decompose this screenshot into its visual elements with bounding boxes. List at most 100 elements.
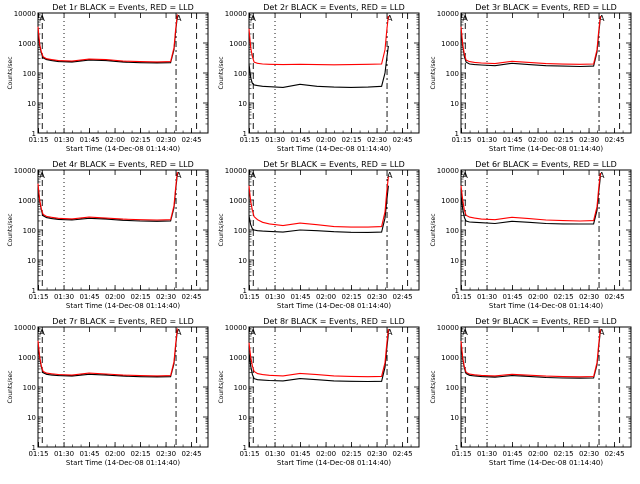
y-tick-label: 1000 (18, 197, 36, 205)
y-tick-label: 10000 (14, 167, 36, 175)
x-tick-label: 02:00 (316, 293, 336, 301)
y-tick-label: 10 (450, 414, 459, 422)
marker-label: A (462, 14, 468, 23)
series-line-events (37, 173, 178, 222)
x-tick-label: 02:30 (579, 450, 599, 458)
x-tick-label: 02:00 (528, 450, 548, 458)
chart-title: Det 8r BLACK = Events, RED = LLD (263, 317, 405, 326)
y-tick-label: 1000 (229, 197, 247, 205)
y-tick-label: 1 (455, 444, 459, 452)
y-axis-label: Counts/sec (430, 56, 437, 89)
x-tick-label: 01:30 (265, 450, 285, 458)
chart-panel-1: Det 1r BLACK = Events, RED = LLD 1 10 100 10… (7, 3, 209, 153)
x-tick-label: 02:00 (105, 136, 125, 144)
y-tick-label: 1000 (441, 40, 459, 48)
marker-label: A (39, 14, 45, 23)
marker-label: A (599, 328, 605, 337)
marker-label: A (387, 328, 393, 337)
x-tick-label: 01:15 (239, 293, 259, 301)
x-tick-label: 01:45 (290, 450, 310, 458)
y-tick-label: 10 (238, 257, 247, 265)
x-tick-label: 02:45 (604, 450, 624, 458)
y-axis-label: Counts/sec (218, 213, 225, 246)
x-tick-label: 01:45 (290, 136, 310, 144)
y-axis-label: Counts/sec (218, 370, 225, 403)
x-tick-label: 02:30 (579, 136, 599, 144)
x-tick-label: 02:00 (528, 136, 548, 144)
chart-title: Det 5r BLACK = Events, RED = LLD (263, 160, 405, 169)
x-tick-label: 02:15 (341, 136, 361, 144)
y-tick-label: 10000 (14, 10, 36, 18)
x-tick-label: 02:00 (105, 450, 125, 458)
x-tick-label: 01:15 (28, 293, 48, 301)
chart-panel-3: Det 3r BLACK = Events, RED = LLD 1 10 100 10… (430, 3, 632, 153)
x-axis-label: Start Time (14-Dec-08 01:14:40) (489, 302, 603, 310)
y-tick-label: 1 (32, 444, 36, 452)
marker-label: A (599, 171, 605, 180)
x-tick-label: 01:30 (477, 293, 497, 301)
series-line-lld (248, 15, 389, 66)
x-tick-label: 01:45 (290, 293, 310, 301)
x-tick-label: 02:15 (130, 450, 150, 458)
chart-panel-4: Det 4r BLACK = Events, RED = LLD 1 10 100 10… (7, 160, 209, 310)
series-line-events (460, 176, 601, 225)
y-tick-label: 100 (23, 227, 36, 235)
x-tick-label: 01:15 (28, 450, 48, 458)
x-tick-label: 01:45 (79, 293, 99, 301)
y-tick-label: 1 (243, 130, 247, 138)
x-axis-label: Start Time (14-Dec-08 01:14:40) (277, 459, 391, 467)
series-line-events (37, 15, 178, 64)
y-tick-label: 10 (27, 100, 36, 108)
y-tick-label: 10000 (225, 10, 247, 18)
x-tick-label: 01:30 (54, 136, 74, 144)
marker-label: A (39, 328, 45, 337)
series-line-lld (37, 328, 178, 377)
x-tick-label: 02:15 (341, 293, 361, 301)
x-tick-label: 02:45 (181, 136, 201, 144)
y-tick-label: 10000 (437, 167, 459, 175)
y-tick-label: 10 (238, 100, 247, 108)
series-line-events (460, 17, 601, 68)
y-tick-label: 10000 (225, 324, 247, 332)
y-tick-label: 10 (238, 414, 247, 422)
x-tick-label: 02:30 (367, 450, 387, 458)
plot-frame (37, 326, 209, 448)
x-axis-label: Start Time (14-Dec-08 01:14:40) (66, 145, 180, 153)
x-tick-label: 01:30 (54, 293, 74, 301)
plot-frame (37, 169, 209, 291)
x-tick-label: 01:30 (477, 136, 497, 144)
x-tick-label: 02:45 (604, 136, 624, 144)
x-tick-label: 02:00 (105, 293, 125, 301)
x-axis-label: Start Time (14-Dec-08 01:14:40) (66, 302, 180, 310)
chart-title: Det 6r BLACK = Events, RED = LLD (475, 160, 617, 169)
series-line-events (460, 330, 601, 379)
chart-panel-6: Det 6r BLACK = Events, RED = LLD 1 10 100 10… (430, 160, 632, 310)
y-tick-label: 1000 (229, 354, 247, 362)
chart-title: Det 1r BLACK = Events, RED = LLD (52, 3, 194, 12)
y-tick-label: 1000 (229, 40, 247, 48)
x-tick-label: 02:45 (392, 293, 412, 301)
x-tick-label: 02:15 (553, 136, 573, 144)
y-axis-label: Counts/sec (430, 213, 437, 246)
y-tick-label: 100 (446, 227, 459, 235)
y-tick-label: 10 (27, 414, 36, 422)
x-tick-label: 01:30 (54, 450, 74, 458)
plot-frame (248, 12, 420, 134)
series-line-lld (460, 329, 601, 378)
x-tick-label: 02:15 (553, 293, 573, 301)
y-tick-label: 10000 (14, 324, 36, 332)
x-tick-label: 02:15 (553, 450, 573, 458)
x-tick-label: 02:00 (528, 293, 548, 301)
y-tick-label: 10000 (225, 167, 247, 175)
chart-title: Det 3r BLACK = Events, RED = LLD (475, 3, 617, 12)
y-tick-label: 100 (234, 227, 247, 235)
plot-frame (248, 169, 420, 291)
series-line-events (37, 329, 178, 378)
x-tick-label: 02:45 (392, 450, 412, 458)
y-axis-label: Counts/sec (7, 213, 14, 246)
y-tick-label: 1 (455, 287, 459, 295)
x-axis-label: Start Time (14-Dec-08 01:14:40) (277, 302, 391, 310)
marker-label: A (599, 14, 605, 23)
